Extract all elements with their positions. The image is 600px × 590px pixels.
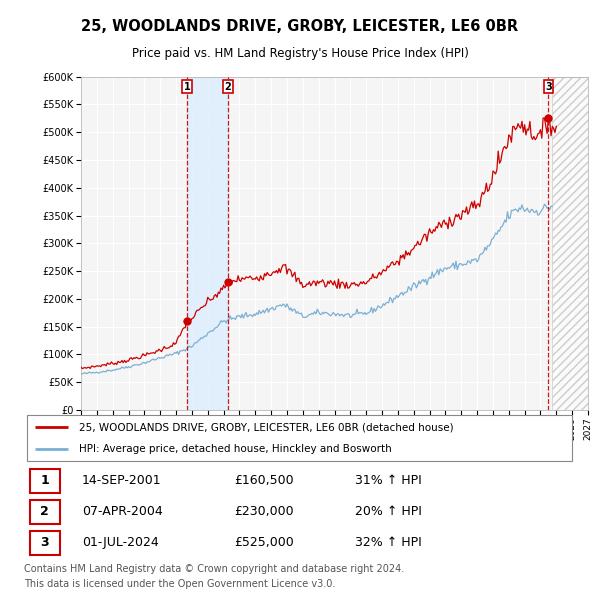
Text: 14-SEP-2001: 14-SEP-2001 — [82, 474, 161, 487]
FancyBboxPatch shape — [27, 415, 572, 461]
Text: 25, WOODLANDS DRIVE, GROBY, LEICESTER, LE6 0BR: 25, WOODLANDS DRIVE, GROBY, LEICESTER, L… — [82, 19, 518, 34]
Text: 01-JUL-2024: 01-JUL-2024 — [82, 536, 159, 549]
Text: 25, WOODLANDS DRIVE, GROBY, LEICESTER, LE6 0BR (detached house): 25, WOODLANDS DRIVE, GROBY, LEICESTER, L… — [79, 422, 454, 432]
Text: 31% ↑ HPI: 31% ↑ HPI — [355, 474, 422, 487]
Text: HPI: Average price, detached house, Hinckley and Bosworth: HPI: Average price, detached house, Hinc… — [79, 444, 392, 454]
Text: £230,000: £230,000 — [234, 505, 293, 519]
Bar — [187, 77, 228, 410]
FancyBboxPatch shape — [29, 469, 60, 493]
Text: £525,000: £525,000 — [234, 536, 293, 549]
Text: Contains HM Land Registry data © Crown copyright and database right 2024.: Contains HM Land Registry data © Crown c… — [24, 563, 404, 573]
Text: 3: 3 — [40, 536, 49, 549]
Text: 1: 1 — [184, 81, 191, 91]
Text: 2: 2 — [40, 505, 49, 519]
Text: 3: 3 — [545, 81, 552, 91]
FancyBboxPatch shape — [29, 531, 60, 555]
Text: 32% ↑ HPI: 32% ↑ HPI — [355, 536, 422, 549]
Text: Price paid vs. HM Land Registry's House Price Index (HPI): Price paid vs. HM Land Registry's House … — [131, 47, 469, 60]
Text: 20% ↑ HPI: 20% ↑ HPI — [355, 505, 422, 519]
Text: £160,500: £160,500 — [234, 474, 293, 487]
Text: This data is licensed under the Open Government Licence v3.0.: This data is licensed under the Open Gov… — [24, 579, 335, 589]
Text: 07-APR-2004: 07-APR-2004 — [82, 505, 163, 519]
Text: 2: 2 — [224, 81, 231, 91]
Text: 1: 1 — [40, 474, 49, 487]
FancyBboxPatch shape — [29, 500, 60, 524]
